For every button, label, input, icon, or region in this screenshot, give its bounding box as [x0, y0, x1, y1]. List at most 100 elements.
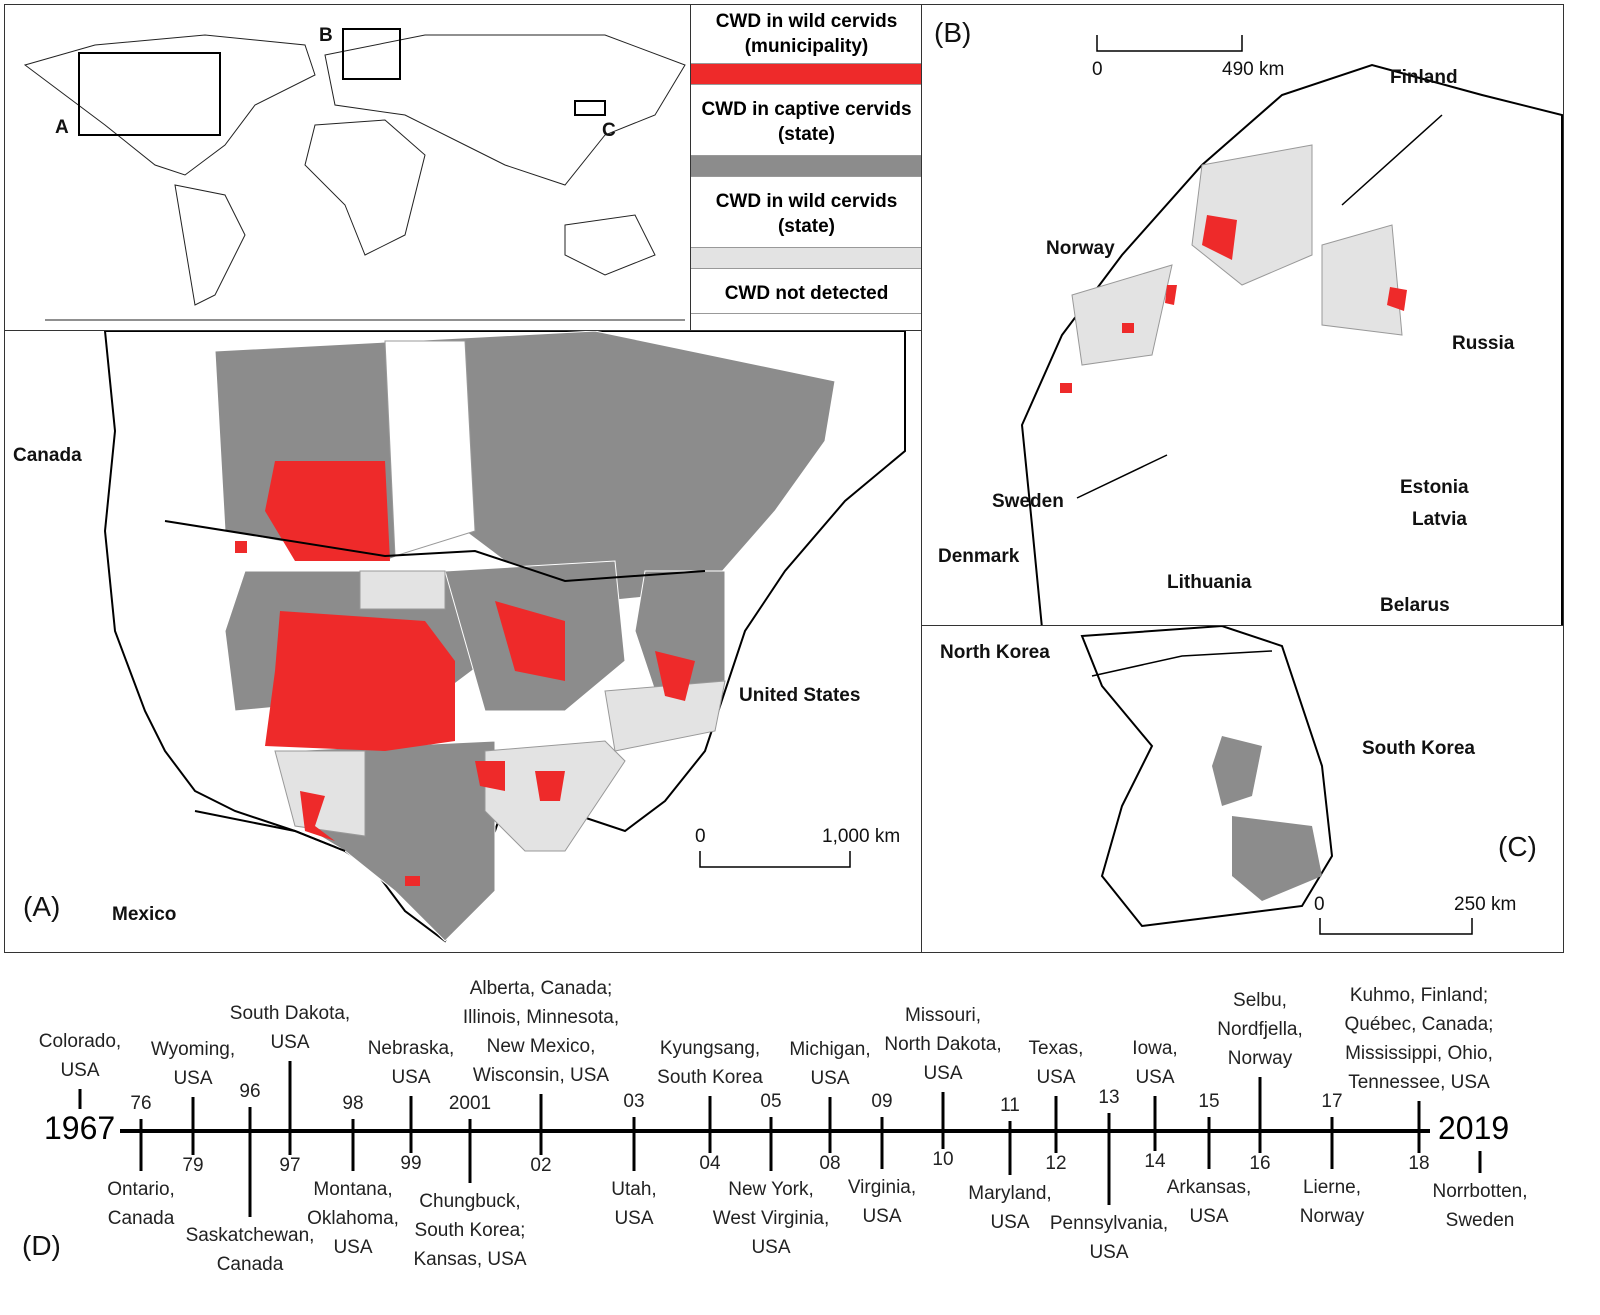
timeline-end: 2019 — [1438, 1110, 1510, 1146]
north-america-map — [103, 331, 906, 943]
timeline-year: 12 — [1045, 1153, 1067, 1174]
country-label-latvia: Latvia — [1412, 509, 1467, 530]
timeline-tick — [1207, 1117, 1211, 1169]
legend-label-not-detected: CWD not detected — [724, 283, 889, 304]
legend-swatch-not-detected — [691, 313, 922, 331]
timeline-tick — [409, 1096, 413, 1153]
country-label-sweden: Sweden — [992, 491, 1064, 512]
timeline-tick — [828, 1097, 832, 1153]
country-label-belarus: Belarus — [1380, 595, 1450, 616]
timeline: 1967 2019 (D) Colorado, USA 76 Ontario, Ca… — [0, 960, 1600, 1315]
timeline-tick — [1330, 1117, 1334, 1169]
north-america-map-panel: Canada United States Mexico (A) 0 1,000 … — [4, 330, 923, 953]
timeline-year: 96 — [239, 1081, 261, 1102]
scale-end-b: 490 km — [1222, 59, 1285, 80]
legend-label-captive-state: CWD in captive cervids (state) — [701, 99, 912, 145]
scale-bar-b — [1096, 35, 1243, 52]
timeline-tick — [1008, 1121, 1012, 1175]
scandinavia-map-panel: Finland Norway Russia Sweden Estonia Lat… — [921, 4, 1564, 627]
box-label-c: C — [602, 120, 616, 141]
scale-bar-a — [699, 851, 851, 868]
timeline-event-label: New York, West Virginia, USA — [712, 1179, 830, 1258]
timeline-year: 13 — [1098, 1087, 1120, 1108]
panel-label-b: (B) — [934, 17, 972, 48]
country-label-north-korea: North Korea — [940, 642, 1050, 663]
timeline-tick — [139, 1119, 143, 1171]
timeline-event-label: Nebraska, USA — [367, 1038, 455, 1088]
legend-swatch-captive-state — [691, 155, 922, 177]
timeline-year: 14 — [1144, 1151, 1166, 1172]
timeline-event-label: Virginia, USA — [847, 1177, 917, 1227]
scale-bar-c — [1319, 918, 1473, 935]
timeline-year: 76 — [130, 1093, 152, 1114]
world-map — [23, 28, 686, 321]
timeline-event-label: South Dakota, USA — [229, 1003, 351, 1053]
timeline-tick — [1107, 1113, 1111, 1205]
timeline-tick — [1478, 1151, 1482, 1173]
world-map-panel: A B C — [4, 4, 692, 332]
timeline-event-label: Maryland, USA — [968, 1183, 1052, 1233]
country-label-norway: Norway — [1046, 238, 1115, 259]
timeline-tick — [632, 1117, 636, 1171]
timeline-event-label: Colorado, USA — [38, 1031, 122, 1081]
timeline-year: 02 — [530, 1155, 552, 1176]
timeline-event-label: Texas, USA — [1028, 1038, 1084, 1088]
timeline-tick — [941, 1092, 945, 1149]
scale-start-b: 0 — [1092, 59, 1103, 80]
country-label-mexico: Mexico — [112, 904, 177, 925]
timeline-year: 17 — [1321, 1091, 1343, 1112]
scale-end-c: 250 km — [1454, 894, 1517, 915]
timeline-year: 79 — [182, 1155, 204, 1176]
scale-end-a: 1,000 km — [822, 826, 901, 847]
legend-swatch-wild-municipality — [691, 63, 922, 85]
timeline-event-label: Chungbuck, South Korea; Kansas, USA — [413, 1191, 527, 1270]
country-label-canada: Canada — [13, 445, 82, 466]
timeline-year: 15 — [1198, 1091, 1220, 1112]
scale-start-a: 0 — [695, 826, 706, 847]
timeline-year: 03 — [623, 1091, 645, 1112]
timeline-tick — [1054, 1096, 1058, 1153]
timeline-event-label: Pennsylvania, USA — [1049, 1213, 1169, 1263]
timeline-year: 2001 — [448, 1093, 492, 1114]
legend: CWD in wild cervids (municipality) CWD i… — [690, 4, 923, 332]
timeline-event-label: Wyoming, USA — [150, 1039, 236, 1089]
timeline-event-label: Utah, USA — [611, 1179, 657, 1229]
panel-label-d: (D) — [22, 1230, 61, 1261]
timeline-tick — [880, 1117, 884, 1169]
country-label-estonia: Estonia — [1400, 477, 1469, 498]
timeline-event-label: Arkansas, USA — [1166, 1177, 1252, 1227]
legend-label-wild-state: CWD in wild cervids (state) — [715, 191, 898, 237]
country-label-finland: Finland — [1390, 67, 1458, 88]
box-label-a: A — [55, 117, 69, 138]
timeline-tick — [468, 1119, 472, 1183]
scandinavia-map — [1020, 35, 1563, 626]
timeline-tick — [248, 1107, 252, 1217]
timeline-event-label: Kyungsang, South Korea — [657, 1038, 763, 1088]
timeline-tick — [351, 1119, 355, 1171]
timeline-tick — [1153, 1096, 1157, 1151]
timeline-axis — [120, 1129, 1430, 1133]
box-c — [574, 100, 606, 116]
timeline-event-label: Iowa, USA — [1132, 1038, 1178, 1088]
panel-label-c: (C) — [1498, 831, 1537, 862]
legend-swatch-wild-state — [691, 247, 922, 269]
legend-label-wild-municipality: CWD in wild cervids (municipality) — [715, 11, 898, 57]
korea-map — [1080, 626, 1473, 935]
timeline-year: 18 — [1408, 1153, 1430, 1174]
timeline-event-label: Norrbotten, Sweden — [1432, 1181, 1528, 1231]
panel-label-a: (A) — [23, 891, 61, 922]
country-label-south-korea: South Korea — [1362, 738, 1475, 759]
timeline-year: 11 — [1000, 1095, 1020, 1116]
timeline-tick — [708, 1096, 712, 1153]
timeline-event-label: Montana, Oklahoma, USA — [307, 1179, 399, 1258]
timeline-event-label: Ontario, Canada — [107, 1179, 175, 1229]
timeline-tick — [769, 1117, 773, 1171]
timeline-event-label: Saskatchewan, Canada — [185, 1225, 315, 1275]
timeline-event-label: Kuhmo, Finland; Québec, Canada; Mississi… — [1344, 985, 1494, 1093]
country-label-united-states: United States — [739, 685, 861, 706]
timeline-year: 97 — [279, 1155, 301, 1176]
timeline-tick — [539, 1094, 543, 1155]
timeline-year: 99 — [400, 1153, 422, 1174]
timeline-event-label: Alberta, Canada; Illinois, Minnesota, Ne… — [462, 978, 620, 1086]
